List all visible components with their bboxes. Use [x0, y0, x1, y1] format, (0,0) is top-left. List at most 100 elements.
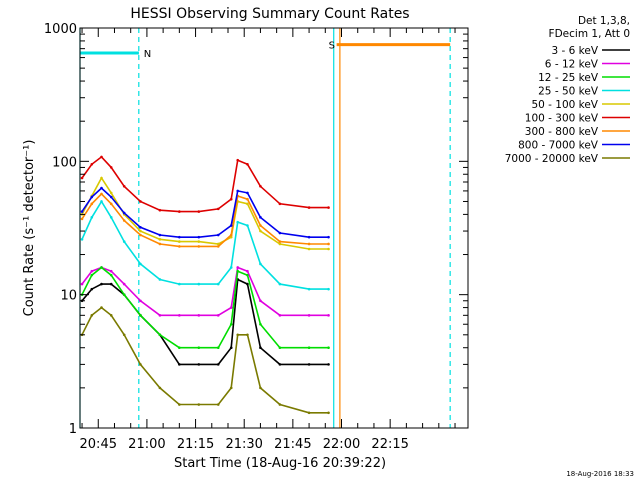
series-0-point-12 [246, 282, 249, 286]
series-3-point-6 [158, 278, 162, 281]
series-6-point-8 [197, 245, 201, 248]
series-6-point-7 [178, 245, 181, 248]
series-4-point-13 [259, 229, 262, 233]
series-7-point-2 [100, 186, 103, 190]
series-1-point-7 [178, 314, 181, 317]
x-tick-label: 21:45 [274, 437, 311, 452]
series-6-point-2 [100, 192, 103, 196]
x-axis: 20:45 21:00 21:15 21:30 21:45 22:00 22:15 [80, 28, 456, 452]
series-3-point-0 [80, 238, 84, 241]
series-1-point-12 [246, 269, 249, 273]
series-1-point-5 [139, 299, 142, 303]
series-3-point-2 [100, 200, 103, 203]
legend-label-5: 100 - 300 keV [525, 113, 599, 125]
series-2-point-1 [90, 273, 94, 277]
series-5-point-3 [109, 166, 113, 169]
series-0-point-14 [278, 363, 282, 366]
y-tick-label: 1000 [44, 22, 77, 37]
series-1-point-3 [109, 269, 113, 273]
series-5-point-12 [246, 163, 249, 166]
series-2-point-14 [278, 346, 282, 350]
series-1-point-14 [278, 314, 282, 317]
series-8-point-8 [197, 403, 201, 406]
series-8-point-5 [139, 363, 142, 366]
series-6-point-14 [278, 240, 282, 243]
series-5-point-9 [216, 207, 220, 211]
series-5-point-7 [178, 210, 181, 213]
series-6-point-16 [327, 242, 330, 246]
legend: Det 1,3,8,FDecim 1, Att 0 3 - 6 keV 6 - 12… [505, 15, 630, 165]
series-5-point-15 [307, 206, 311, 209]
series-6-point-3 [109, 202, 113, 206]
series-7-point-15 [307, 235, 311, 239]
series-2-point-15 [307, 346, 311, 350]
series-3-point-8 [197, 282, 201, 286]
series-6-point-5 [139, 233, 142, 237]
series-1-point-11 [236, 266, 240, 269]
y-tick-label: 1 [69, 422, 77, 437]
x-tick-label: 20:45 [80, 437, 117, 452]
series-4-point-9 [216, 242, 220, 246]
series-6-point-13 [259, 224, 262, 227]
series-3-point-4 [122, 240, 126, 243]
legend-label-7: 800 - 7000 keV [518, 140, 599, 152]
series-5-point-6 [158, 208, 162, 212]
legend-label-2: 12 - 25 keV [538, 72, 599, 84]
series-5-point-13 [259, 184, 262, 188]
series-2-point-5 [139, 314, 142, 317]
series-6-point-4 [122, 219, 126, 222]
series-3-point-14 [278, 282, 282, 286]
series-8-point-16 [327, 411, 330, 415]
series-2-point-6 [158, 333, 162, 337]
x-tick-label: 21:15 [177, 437, 214, 452]
series-5-point-14 [278, 202, 282, 206]
legend-label-1: 6 - 12 keV [545, 59, 599, 71]
x-tick-label: 21:30 [225, 437, 262, 452]
series-3-point-11 [236, 220, 240, 224]
series-7-point-9 [216, 233, 220, 237]
series-3-point-16 [327, 287, 330, 291]
series-1-point-16 [327, 314, 330, 317]
series-1-point-8 [197, 314, 201, 317]
series-1-point-0 [80, 282, 84, 286]
series-4-point-8 [197, 240, 201, 243]
series-2-point-4 [122, 293, 126, 296]
series-4-point-3 [109, 191, 113, 195]
series-7-point-14 [278, 231, 282, 235]
flag-label-S: S [329, 41, 335, 52]
legend-label-4: 50 - 100 keV [531, 99, 598, 111]
series-0-point-7 [178, 363, 181, 366]
series-0-point-16 [327, 363, 330, 366]
series-5-point-5 [139, 200, 142, 203]
series-7-point-1 [90, 195, 94, 199]
series-8-point-6 [158, 386, 162, 390]
series-7-point-7 [178, 235, 181, 239]
flag-label-N: N [144, 49, 151, 60]
series-3-point-15 [307, 287, 311, 291]
series-7-point-4 [122, 211, 126, 215]
plot-frame [79, 27, 469, 429]
series-8-point-2 [100, 306, 103, 309]
series-5-point-1 [90, 163, 94, 166]
series-0-point-8 [197, 363, 201, 366]
series-1-point-9 [216, 314, 220, 317]
series-4-point-5 [139, 229, 142, 233]
footer-timestamp: 18-Aug-2016 18:33 [566, 470, 634, 478]
series-7-point-0 [80, 210, 84, 213]
series-3-point-10 [229, 266, 233, 269]
series-0-point-9 [216, 363, 220, 366]
series-4-point-16 [327, 247, 330, 251]
series-5-point-10 [229, 197, 233, 201]
y-axis: 1 10 100 1000 [44, 22, 468, 437]
series-2-point-9 [216, 346, 220, 350]
series-0-point-2 [100, 282, 103, 286]
series-8-point-15 [307, 411, 311, 415]
series-line-5 [81, 155, 329, 213]
series-8-point-10 [229, 386, 233, 390]
series-line-8 [81, 306, 329, 414]
legend-label-0: 3 - 6 keV [551, 45, 598, 57]
legend-label-6: 300 - 800 keV [525, 126, 599, 138]
series-3-point-7 [178, 282, 181, 286]
series-7-point-16 [327, 235, 330, 239]
legend-label-3: 25 - 50 keV [538, 86, 599, 98]
